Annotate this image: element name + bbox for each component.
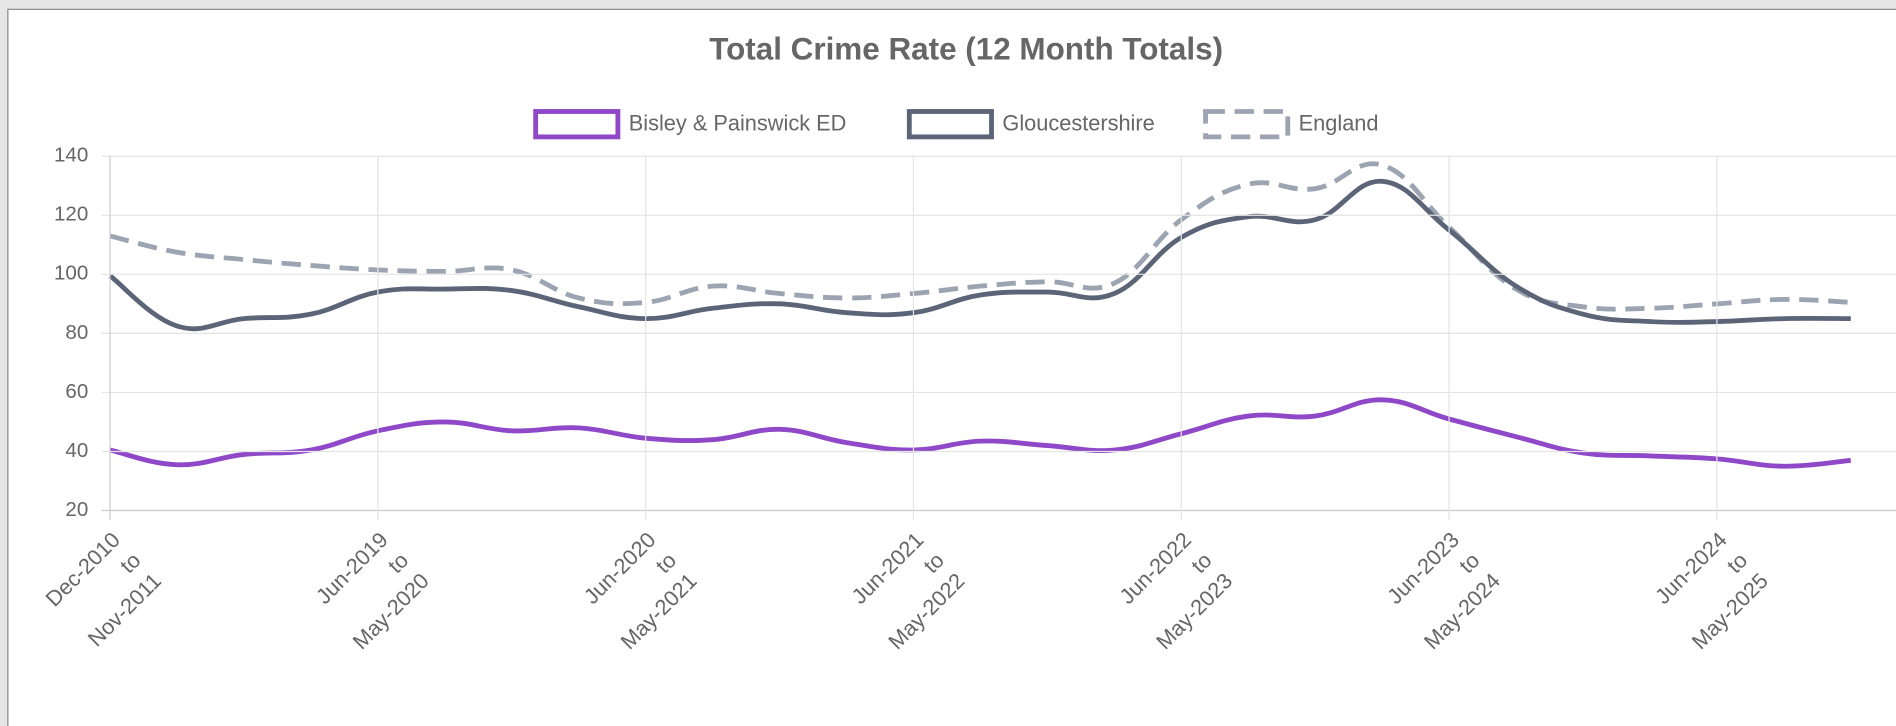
y-tick-label: 80	[65, 321, 88, 344]
series-line	[108, 178, 1851, 332]
legend-label: Gloucestershire	[1002, 111, 1154, 136]
legend-swatch	[906, 109, 994, 140]
y-tick-label: 120	[54, 203, 88, 226]
series-line	[109, 161, 1851, 312]
legend-swatch	[533, 109, 621, 140]
legend-label: Bisley & Painswick ED	[629, 111, 847, 136]
y-tick-label: 100	[54, 262, 88, 285]
series-line	[109, 397, 1852, 469]
y-tick-label: 140	[54, 144, 88, 167]
legend-swatch	[1203, 109, 1291, 140]
y-tick-label: 60	[65, 380, 88, 403]
y-tick-label: 20	[65, 498, 88, 521]
legend-label: England	[1299, 111, 1379, 136]
chart-title: Total Crime Rate (12 Month Totals)	[709, 31, 1223, 66]
panel	[7, 8, 1896, 726]
y-tick-label: 40	[65, 439, 88, 462]
